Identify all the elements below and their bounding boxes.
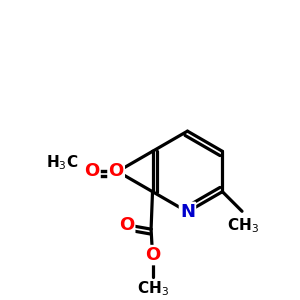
Text: N: N [180,203,195,221]
Text: O: O [109,163,124,181]
Text: O: O [84,163,99,181]
Text: CH$_3$: CH$_3$ [136,280,169,298]
Text: CH$_3$: CH$_3$ [226,217,259,235]
Text: H$_3$C: H$_3$C [46,154,79,172]
Text: O: O [119,216,134,234]
Text: O: O [84,163,99,181]
Text: O: O [145,246,160,264]
